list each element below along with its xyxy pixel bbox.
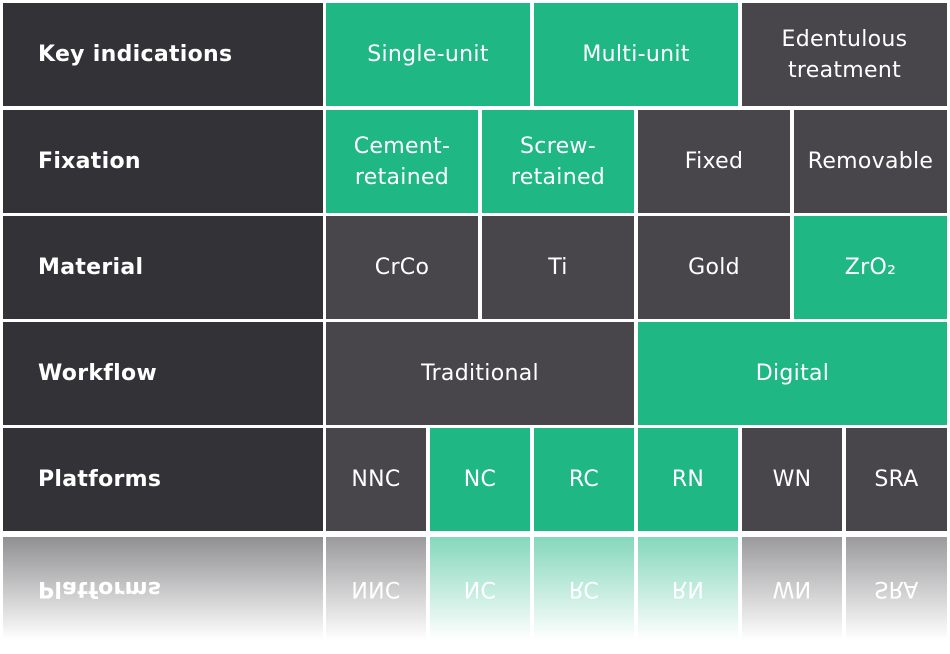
option-fixed: Fixed (638, 110, 790, 213)
reflected-option-nnc: NNC (326, 537, 426, 640)
platforms-reflection: Platforms NNC NC RC RN WN SRA (0, 536, 950, 640)
option-single-unit: Single-unit (326, 3, 530, 106)
row-label: Platforms (3, 428, 323, 531)
option-digital: Digital (638, 322, 947, 425)
reflected-option-rc: RC (534, 537, 634, 640)
row-label: Fixation (3, 110, 323, 213)
option-multi-unit: Multi-unit (534, 3, 738, 106)
option-nc: NC (430, 428, 530, 531)
option-cement-retained: Cement-retained (326, 110, 478, 213)
row-label: Material (3, 216, 323, 319)
option-ti: Ti (482, 216, 634, 319)
option-crco: CrCo (326, 216, 478, 319)
reflected-option-nc: NC (430, 537, 530, 640)
reflected-option-sra: SRA (846, 537, 947, 640)
reflected-option-wn: WN (742, 537, 842, 640)
option-rc: RC (534, 428, 634, 531)
option-removable: Removable (794, 110, 947, 213)
option-traditional: Traditional (326, 322, 634, 425)
option-edentulous-treatment: Edentulous treatment (742, 3, 947, 106)
option-gold: Gold (638, 216, 790, 319)
option-screw-retained: Screw-retained (482, 110, 634, 213)
option-rn: RN (638, 428, 738, 531)
option-nnc: NNC (326, 428, 426, 531)
option-sra: SRA (846, 428, 947, 531)
option-zro-: ZrO₂ (794, 216, 947, 319)
reflected-row-label: Platforms (3, 537, 323, 640)
option-wn: WN (742, 428, 842, 531)
reflected-option-rn: RN (638, 537, 738, 640)
row-label: Workflow (3, 322, 323, 425)
row-label: Key indications (3, 3, 323, 106)
